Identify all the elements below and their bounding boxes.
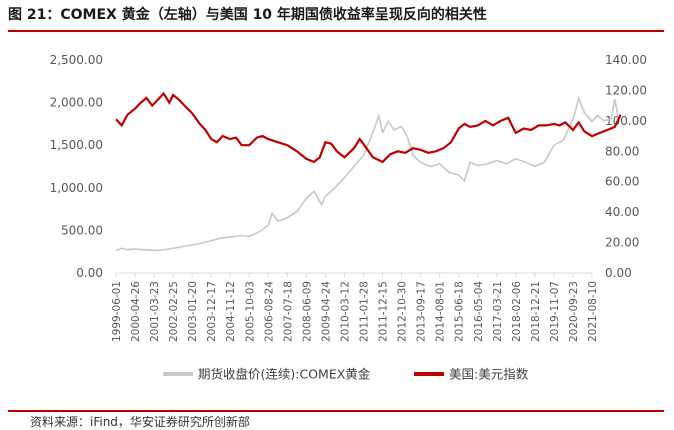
x-tick-label: 2011-12-15 xyxy=(378,281,390,342)
x-axis: 1999-06-01 2000-04-26 2001-03-23 2002-02-25… xyxy=(111,273,599,342)
y-left-tick-label: 1,500.00 xyxy=(50,138,103,152)
x-tick-label: 2009-04-24 xyxy=(320,281,332,342)
y-right-tick-label: 0.00 xyxy=(605,266,632,280)
x-tick-label: 2006-08-24 xyxy=(263,281,275,342)
legend-label-usd-index: 美国:美元指数 xyxy=(449,367,529,382)
x-tick-label: 2008-06-09 xyxy=(301,281,313,342)
y-left-tick-label: 1,000.00 xyxy=(50,181,103,195)
y-right-axis: 0.0020.0040.0060.0080.00100.00120.00140.… xyxy=(605,53,647,280)
x-tick-label: 2012-10-30 xyxy=(397,281,409,342)
y-left-tick-label: 0.00 xyxy=(76,266,103,280)
series-line-gold xyxy=(115,95,620,252)
series-line-usd-index xyxy=(115,91,622,164)
y-left-tick-label: 2,500.00 xyxy=(50,53,103,67)
x-tick-label: 2010-03-12 xyxy=(339,281,351,342)
title-rule xyxy=(8,30,664,32)
x-tick-label: 2003-01-20 xyxy=(187,281,199,342)
x-tick-label: 2013-09-17 xyxy=(416,281,428,342)
legend-label-gold: 期货收盘价(连续):COMEX黄金 xyxy=(198,367,371,382)
x-tick-label: 2014-08-01 xyxy=(435,281,447,342)
y-left-tick-label: 2,000.00 xyxy=(50,96,103,110)
y-right-tick-label: 120.00 xyxy=(605,83,647,97)
x-tick-label: 2021-08-10 xyxy=(587,281,599,342)
x-tick-label: 2019-11-07 xyxy=(549,281,561,342)
source-rule xyxy=(8,410,664,412)
x-tick-label: 2005-10-03 xyxy=(244,281,256,342)
x-tick-label: 2004-11-12 xyxy=(225,281,237,342)
y-right-tick-label: 80.00 xyxy=(605,144,639,158)
chart-title: 图 21：COMEX 黄金（左轴）与美国 10 年期国债收益率呈现反向的相关性 xyxy=(8,7,487,23)
x-tick-label: 2016-05-04 xyxy=(473,281,485,342)
x-tick-label: 1999-06-01 xyxy=(111,281,123,342)
x-tick-label: 2003-12-17 xyxy=(206,281,218,342)
y-right-tick-label: 40.00 xyxy=(605,205,639,219)
source-note: 资料来源：iFind，华安证券研究所创新部 xyxy=(30,415,250,429)
x-tick-label: 2011-01-28 xyxy=(359,281,371,342)
x-tick-label: 2015-06-18 xyxy=(454,281,466,342)
y-left-axis: 0.00 500.00 1,000.00 1,500.00 2,000.00 2,500.… xyxy=(50,53,103,280)
x-tick-label: 2001-03-23 xyxy=(149,281,161,342)
x-tick-label: 2002-02-25 xyxy=(168,281,180,342)
y-right-tick-label: 20.00 xyxy=(605,236,639,250)
y-left-tick-label: 500.00 xyxy=(61,223,103,237)
y-right-tick-label: 60.00 xyxy=(605,175,639,189)
x-tick-label: 2020-09-23 xyxy=(568,281,580,342)
x-tick-label: 2000-04-26 xyxy=(130,281,142,342)
legend: 期货收盘价(连续):COMEX黄金 美国:美元指数 xyxy=(163,367,529,382)
x-tick-label: 2018-12-21 xyxy=(530,281,542,342)
y-right-tick-label: 140.00 xyxy=(605,53,647,67)
x-tick-label: 2017-03-21 xyxy=(492,281,504,342)
x-tick-label: 2007-07-18 xyxy=(282,281,294,342)
x-tick-label: 2018-02-06 xyxy=(511,281,523,342)
